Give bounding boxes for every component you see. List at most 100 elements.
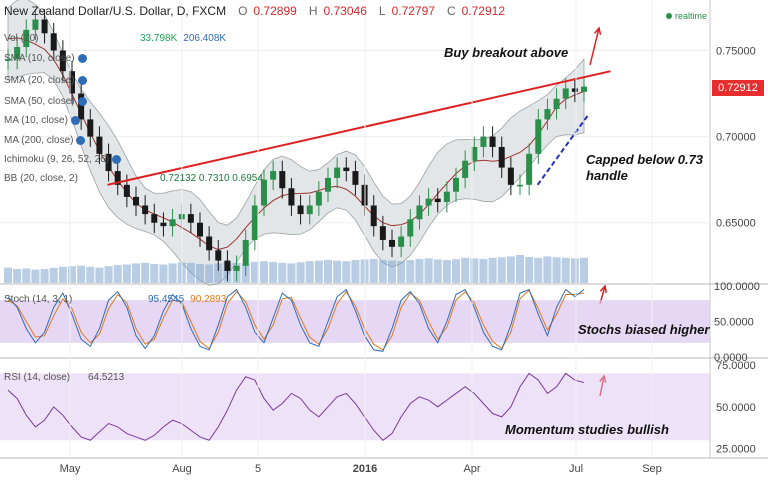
volume-bar bbox=[141, 262, 150, 283]
open-value: 0.72899 bbox=[253, 4, 297, 18]
legend-sma2[interactable]: SMA (20, close) bbox=[4, 75, 87, 86]
volume-bar bbox=[122, 264, 131, 283]
candle-body bbox=[315, 191, 322, 206]
moving-average-line bbox=[7, 37, 585, 251]
legend-ichimoku-label: Ichimoku (9, 26, 52, 26) bbox=[4, 154, 110, 165]
candle-body bbox=[242, 239, 249, 266]
volume-bar bbox=[205, 264, 214, 283]
candle-body bbox=[498, 146, 505, 168]
visibility-icon[interactable] bbox=[76, 136, 86, 145]
annotation-momentum: Momentum studies bullish bbox=[505, 422, 669, 437]
legend-sma1[interactable]: SMA (10, close) bbox=[4, 53, 87, 64]
volume-bar bbox=[534, 257, 543, 283]
legend-bb-label: BB (20, close, 2) bbox=[4, 173, 78, 184]
stoch-k-value: 95.4545 bbox=[148, 294, 185, 305]
bb-values: 0.72132 0.7310 0.6954 bbox=[160, 173, 263, 184]
last-price-tag: 0.72912 bbox=[712, 80, 764, 96]
open-label: O bbox=[238, 4, 248, 18]
volume-bar bbox=[525, 256, 534, 283]
legend-ichimoku[interactable]: Ichimoku (9, 26, 52, 26) bbox=[4, 154, 122, 165]
volume-bar bbox=[369, 258, 378, 283]
legend-vol[interactable]: Vol (20) bbox=[4, 33, 38, 44]
candle-body bbox=[379, 226, 386, 240]
volume-bar bbox=[22, 268, 31, 283]
visibility-icon[interactable] bbox=[112, 155, 122, 164]
candle-body bbox=[553, 98, 560, 110]
candle-body bbox=[133, 196, 139, 206]
stoch-tick-label: 0.0000 bbox=[714, 352, 748, 364]
volume-bar bbox=[113, 265, 122, 283]
volume-bar bbox=[461, 257, 470, 283]
legend-bb[interactable]: BB (20, close, 2) bbox=[4, 173, 78, 184]
candle-body bbox=[87, 119, 94, 137]
legend-ma200[interactable]: MA (200, close) bbox=[4, 135, 86, 146]
legend-sma3[interactable]: SMA (50, close) bbox=[4, 96, 87, 107]
volume-bar bbox=[4, 267, 12, 283]
volume-bar bbox=[58, 266, 67, 283]
candle-body bbox=[187, 214, 194, 223]
visibility-icon[interactable] bbox=[70, 116, 80, 125]
candle-body bbox=[50, 33, 57, 51]
realtime-dot-icon bbox=[666, 13, 672, 19]
symbol-title[interactable]: New Zealand Dollar/U.S. Dollar, D, FXCM bbox=[4, 4, 227, 18]
visibility-icon[interactable] bbox=[77, 54, 87, 63]
volume-bar bbox=[433, 259, 442, 283]
volume-bar bbox=[506, 256, 515, 283]
low-value: 0.72797 bbox=[391, 4, 435, 18]
candle-body bbox=[443, 191, 450, 203]
candle-body bbox=[123, 184, 130, 197]
high-value: 0.73046 bbox=[323, 4, 367, 18]
legend-stoch[interactable]: Stoch (14, 3, 1) bbox=[4, 294, 72, 305]
volume-bar bbox=[570, 258, 579, 283]
volume-bar bbox=[132, 263, 140, 283]
volume-bar bbox=[305, 261, 314, 283]
candle-body bbox=[535, 119, 542, 154]
candle-body bbox=[233, 265, 240, 271]
candle-body bbox=[215, 250, 222, 261]
volume-bar bbox=[49, 267, 58, 283]
candle-body bbox=[526, 153, 533, 185]
legend-ma10[interactable]: MA (10, close) bbox=[4, 115, 80, 126]
stoch-d-line bbox=[7, 289, 585, 351]
visibility-icon[interactable] bbox=[77, 76, 87, 85]
volume-bar bbox=[196, 263, 204, 283]
rsi-tick-label: 50.0000 bbox=[716, 402, 756, 414]
candle-body bbox=[96, 136, 103, 154]
volume-bar bbox=[452, 259, 460, 283]
volume-bar bbox=[159, 264, 168, 283]
candle-body bbox=[5, 59, 11, 61]
volume-bar bbox=[561, 257, 570, 283]
volume-bar bbox=[31, 269, 40, 283]
candle-body bbox=[279, 171, 286, 189]
volume-bar bbox=[342, 261, 351, 283]
volume-bar bbox=[378, 260, 387, 283]
candle-body bbox=[334, 167, 341, 178]
candle-body bbox=[206, 236, 213, 251]
volume-bar bbox=[314, 260, 323, 283]
close-label: C bbox=[446, 4, 456, 18]
price-tick-label: 0.65000 bbox=[716, 218, 756, 230]
candle-body bbox=[261, 179, 267, 206]
candle-body bbox=[471, 146, 478, 161]
low-label: L bbox=[378, 4, 386, 18]
annotation-breakout: Buy breakout above bbox=[444, 45, 569, 60]
candle-body bbox=[169, 219, 176, 227]
legend-stoch-label: Stoch (14, 3, 1) bbox=[4, 294, 73, 305]
volume-bar bbox=[479, 258, 488, 283]
time-tick-label: Sep bbox=[642, 463, 662, 475]
legend-rsi[interactable]: RSI (14, close) bbox=[4, 372, 70, 383]
volume-bar bbox=[388, 260, 396, 283]
candle-body bbox=[142, 205, 149, 215]
vol-value-2: 206.408K bbox=[183, 33, 227, 44]
volume-bar bbox=[68, 266, 76, 283]
candle-body bbox=[59, 50, 66, 72]
rsi-value: 64.5213 bbox=[88, 372, 125, 383]
candle-body bbox=[453, 177, 459, 192]
visibility-icon[interactable] bbox=[77, 97, 87, 106]
annotation-capped-line1: Capped below 0.73 bbox=[586, 152, 704, 167]
volume-bar bbox=[333, 260, 342, 283]
candle-body bbox=[581, 86, 587, 92]
volume-bar bbox=[580, 257, 588, 283]
volume-bar bbox=[278, 262, 287, 283]
